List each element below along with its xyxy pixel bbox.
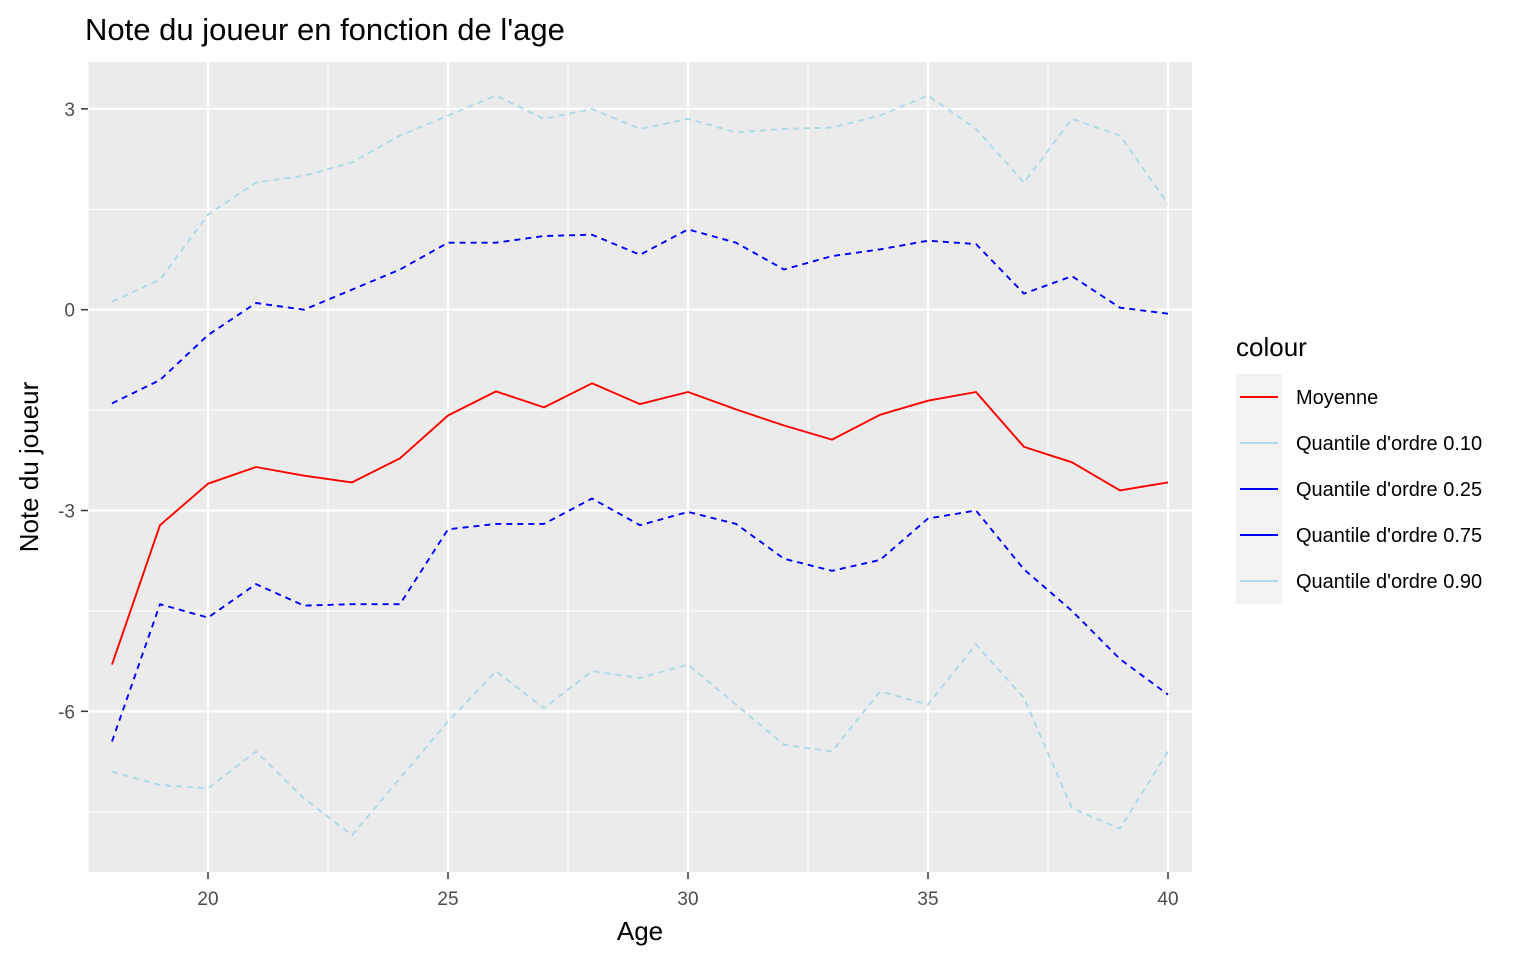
major-grid bbox=[88, 62, 1192, 872]
series-line-moyenne bbox=[111, 382, 1169, 665]
x-tick-label-1: 25 bbox=[437, 889, 458, 910]
legend-label-quantile-d-ordre-0-90: Quantile d'ordre 0.90 bbox=[1296, 571, 1482, 593]
plot-panel bbox=[88, 62, 1192, 872]
chart-title: Note du joueur en fonction de l'age bbox=[85, 12, 565, 47]
y-tick-label-3: -6 bbox=[58, 702, 75, 723]
series-line-quantile-d-ordre-0-90 bbox=[111, 94, 1169, 303]
legend-label-quantile-d-ordre-0-75: Quantile d'ordre 0.75 bbox=[1296, 525, 1482, 547]
minor-grid bbox=[87, 62, 1192, 872]
x-tick-label-2: 30 bbox=[677, 889, 698, 910]
legend-label-moyenne: Moyenne bbox=[1296, 387, 1378, 409]
y-axis: 3 0 -3 -6 bbox=[58, 100, 88, 723]
x-axis: 20 25 30 35 40 bbox=[197, 872, 1179, 910]
x-tick-label-0: 20 bbox=[197, 889, 218, 910]
x-tick-label-3: 35 bbox=[917, 889, 938, 910]
x-tick-label-4: 40 bbox=[1157, 889, 1178, 910]
series-line-quantile-d-ordre-0-10 bbox=[111, 643, 1169, 837]
legend-items: Moyenne Quantile d'ordre 0.10 Quantile d'o… bbox=[1240, 387, 1482, 593]
y-axis-title: Note du joueur bbox=[14, 381, 44, 552]
legend: colour Moyenne Quantile d'ordre 0.10 Quant… bbox=[1236, 332, 1482, 604]
y-tick-label-0: 3 bbox=[64, 100, 75, 121]
legend-label-quantile-d-ordre-0-25: Quantile d'ordre 0.25 bbox=[1296, 479, 1482, 501]
legend-label-quantile-d-ordre-0-10: Quantile d'ordre 0.10 bbox=[1296, 433, 1482, 455]
series-layer bbox=[111, 94, 1169, 837]
legend-title: colour bbox=[1236, 332, 1307, 362]
series-line-quantile-d-ordre-0-25 bbox=[111, 497, 1169, 742]
series-line-quantile-d-ordre-0-75 bbox=[111, 228, 1169, 405]
y-tick-label-1: 0 bbox=[64, 301, 75, 322]
y-tick-label-2: -3 bbox=[58, 502, 75, 523]
x-axis-title: Age bbox=[617, 916, 663, 946]
